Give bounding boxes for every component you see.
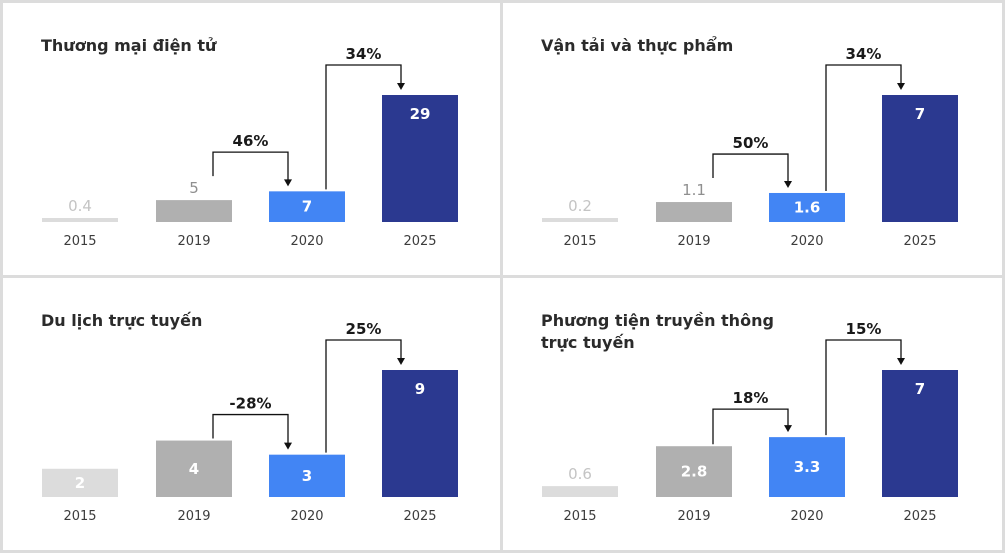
bar-2019 bbox=[656, 446, 732, 497]
value-label: 2 bbox=[75, 474, 85, 492]
bar-chart: 0.4 2015 5 2019 7 2020 29 2025 46% 34% bbox=[42, 45, 458, 249]
value-label: 0.4 bbox=[68, 197, 92, 215]
growth-arrowhead bbox=[284, 179, 292, 187]
value-label: 3.3 bbox=[794, 458, 821, 476]
growth-label: 15% bbox=[846, 320, 882, 338]
tick-label: 2025 bbox=[403, 234, 436, 249]
value-label: 29 bbox=[410, 105, 431, 123]
bar-2025 bbox=[382, 370, 458, 497]
bar-2019 bbox=[156, 200, 232, 222]
panel-online-media: Phương tiện truyền thông trực tuyến 0.6 2… bbox=[503, 278, 1002, 550]
growth-arrowhead bbox=[897, 83, 905, 90]
panel-title: Phương tiện truyền thông trực tuyến bbox=[541, 311, 774, 352]
bar-2019 bbox=[656, 202, 732, 222]
value-label: 0.2 bbox=[568, 197, 592, 215]
bar-2025 bbox=[882, 95, 958, 222]
bar-2015 bbox=[542, 218, 618, 222]
panel-ecommerce: Thương mại điện tử 0.4 2015 5 2019 7 2020 29 20… bbox=[3, 3, 500, 275]
tick-label: 2020 bbox=[790, 234, 823, 249]
growth-arrowhead bbox=[397, 358, 405, 365]
bar-2025 bbox=[382, 95, 458, 222]
growth-label: -28% bbox=[229, 395, 271, 413]
growth-label: 25% bbox=[346, 320, 382, 338]
bar-2020 bbox=[769, 437, 845, 497]
growth-arrowhead bbox=[897, 358, 905, 365]
growth-arrowhead bbox=[284, 442, 292, 450]
value-label: 7 bbox=[302, 198, 312, 216]
tick-label: 2020 bbox=[290, 509, 323, 524]
growth-arrowhead bbox=[397, 83, 405, 90]
growth-arrowhead bbox=[784, 180, 792, 188]
bar-2020 bbox=[269, 191, 345, 222]
growth-label: 34% bbox=[846, 45, 882, 63]
bar-2025 bbox=[882, 370, 958, 497]
bar-chart: 0.6 2015 2.8 2019 3.3 2020 7 2025 18% 15% bbox=[542, 320, 958, 524]
growth-connector bbox=[212, 413, 289, 445]
growth-connector bbox=[712, 153, 789, 183]
growth-connector bbox=[712, 408, 789, 445]
tick-label: 2015 bbox=[563, 234, 596, 249]
value-label: 2.8 bbox=[681, 463, 708, 481]
growth-connector bbox=[212, 151, 289, 182]
bar-2019 bbox=[156, 440, 232, 497]
panel-title: Du lịch trực tuyến bbox=[41, 311, 203, 330]
tick-label: 2019 bbox=[177, 509, 210, 524]
panel-title: Thương mại điện tử bbox=[41, 36, 217, 55]
growth-arrowhead bbox=[784, 425, 792, 433]
tick-label: 2019 bbox=[677, 234, 710, 249]
bar-2015 bbox=[542, 486, 618, 497]
tick-label: 2015 bbox=[63, 509, 96, 524]
tick-label: 2015 bbox=[563, 509, 596, 524]
value-label: 4 bbox=[189, 460, 199, 478]
value-label: 7 bbox=[915, 105, 925, 123]
growth-connector bbox=[825, 64, 902, 191]
tick-label: 2025 bbox=[403, 509, 436, 524]
tick-label: 2020 bbox=[790, 509, 823, 524]
value-label: 0.6 bbox=[568, 465, 592, 483]
value-label: 1.1 bbox=[682, 181, 706, 199]
value-label: 1.6 bbox=[794, 198, 821, 216]
value-label: 7 bbox=[915, 380, 925, 398]
bar-2020 bbox=[269, 454, 345, 497]
bar-chart: 2 2015 4 2019 3 2020 9 2025 -28% 25% bbox=[42, 320, 458, 524]
panel-online-travel: Du lịch trực tuyến 2 2015 4 2019 3 2020 9 2025 -… bbox=[3, 278, 500, 550]
growth-connector bbox=[825, 339, 902, 436]
growth-connector bbox=[325, 64, 402, 190]
value-label: 3 bbox=[302, 467, 312, 485]
bar-chart: 0.2 2015 1.1 2019 1.6 2020 7 2025 50% 34% bbox=[542, 45, 958, 249]
bar-2015 bbox=[42, 218, 118, 222]
bar-2015 bbox=[42, 468, 118, 497]
growth-label: 34% bbox=[346, 45, 382, 63]
tick-label: 2019 bbox=[677, 509, 710, 524]
tick-label: 2025 bbox=[903, 509, 936, 524]
panel-transport-food: Vận tải và thực phẩm 0.2 2015 1.1 2019 1.6 20… bbox=[503, 3, 1002, 275]
growth-label: 18% bbox=[733, 389, 769, 407]
tick-label: 2020 bbox=[290, 234, 323, 249]
tick-label: 2025 bbox=[903, 234, 936, 249]
value-label: 5 bbox=[189, 179, 199, 197]
growth-connector bbox=[325, 339, 402, 453]
tick-label: 2019 bbox=[177, 234, 210, 249]
value-label: 9 bbox=[415, 380, 425, 398]
bar-2020 bbox=[769, 192, 845, 222]
growth-label: 46% bbox=[233, 132, 269, 150]
tick-label: 2015 bbox=[63, 234, 96, 249]
panel-title: Vận tải và thực phẩm bbox=[541, 36, 734, 55]
growth-label: 50% bbox=[733, 134, 769, 152]
